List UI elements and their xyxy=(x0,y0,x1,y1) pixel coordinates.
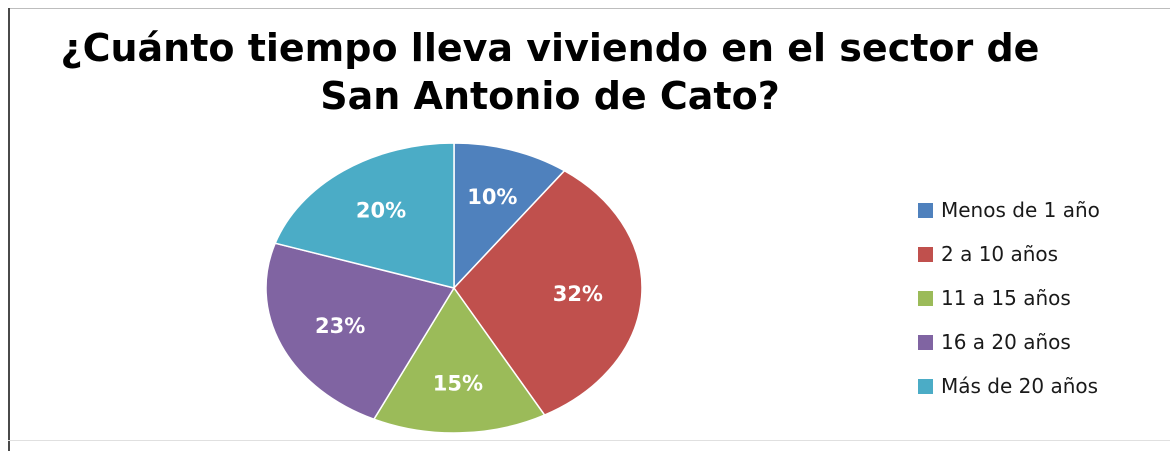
legend-swatch xyxy=(918,246,933,262)
legend-swatch xyxy=(918,290,933,306)
pie-slice-2 xyxy=(453,169,643,416)
frame-border-left xyxy=(8,8,10,451)
chart-title-line-2: San Antonio de Cato? xyxy=(320,74,780,118)
chart-title-line-1: ¿Cuánto tiempo lleva viviendo en el sect… xyxy=(60,26,1040,70)
legend-label: 2 a 10 años xyxy=(941,242,1059,266)
legend-item: 2 a 10 años xyxy=(918,232,1158,276)
slice-data-label: 15% xyxy=(433,372,483,396)
slice-data-label: 20% xyxy=(356,199,406,223)
chart-title: ¿Cuánto tiempo lleva viviendo en el sect… xyxy=(60,24,1040,120)
slice-data-label: 23% xyxy=(315,314,365,338)
legend-swatch xyxy=(918,334,933,350)
pie-slice-1 xyxy=(453,142,566,290)
legend-swatch xyxy=(918,378,933,394)
pie-slice-3 xyxy=(372,286,546,434)
frame-border-bottom xyxy=(8,440,1170,441)
legend-swatch xyxy=(918,202,933,218)
legend-item: Menos de 1 año xyxy=(918,188,1158,232)
legend-item: 16 a 20 años xyxy=(918,320,1158,364)
pie-slice-5 xyxy=(274,142,455,289)
legend-item: 11 a 15 años xyxy=(918,276,1158,320)
legend-label: 16 a 20 años xyxy=(941,330,1071,354)
legend-label: 11 a 15 años xyxy=(941,286,1071,310)
slice-data-label: 32% xyxy=(553,282,603,306)
legend-item: Más de 20 años xyxy=(918,364,1158,408)
pie-slice-4 xyxy=(265,242,456,421)
legend-label: Menos de 1 año xyxy=(941,198,1100,222)
chart-legend: Menos de 1 año 2 a 10 años 11 a 15 años 16 … xyxy=(918,188,1158,408)
legend-label: Más de 20 años xyxy=(941,374,1099,398)
slice-data-label: 10% xyxy=(467,185,517,209)
frame-border-top xyxy=(8,8,1170,9)
